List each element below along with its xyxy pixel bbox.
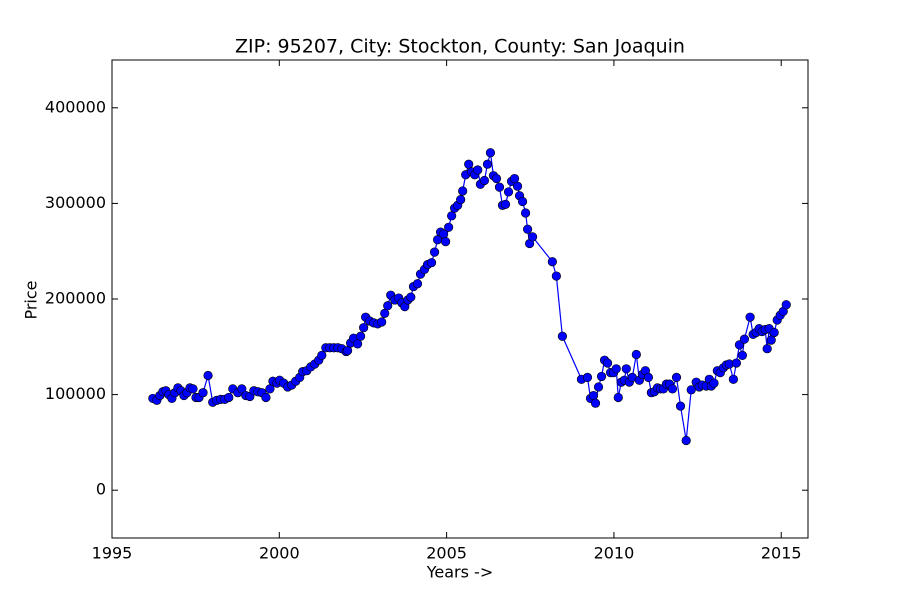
x-axis-label: Years -> (426, 563, 493, 582)
y-tick-label: 200000 (45, 289, 106, 308)
point (582, 372, 593, 382)
y-tick-label: 0 (96, 480, 106, 499)
point (522, 224, 533, 234)
point (745, 312, 755, 322)
point (593, 382, 604, 392)
x-tick-label: 1995 (92, 544, 133, 563)
point (353, 339, 363, 349)
point (456, 194, 466, 205)
point (237, 384, 247, 394)
point (631, 349, 641, 360)
point (429, 247, 440, 257)
point (737, 350, 748, 361)
point (766, 335, 776, 345)
point (473, 165, 483, 175)
x-tick-label: 2005 (426, 544, 467, 563)
point (509, 173, 520, 184)
point (491, 173, 502, 184)
point (709, 378, 719, 388)
x-tick-label: 2000 (259, 544, 300, 563)
chart-title: ZIP: 95207, City: Stockton, County: San … (235, 36, 685, 58)
point (224, 392, 234, 403)
point (596, 371, 607, 382)
point (681, 435, 691, 446)
point (426, 258, 437, 268)
point (667, 384, 678, 394)
point (762, 344, 772, 354)
point (590, 398, 601, 408)
point (686, 385, 696, 395)
point (383, 301, 393, 311)
point (588, 390, 599, 401)
point (447, 211, 457, 221)
point (482, 159, 493, 169)
y-axis-label: Price (22, 280, 41, 319)
point (621, 364, 631, 374)
point (203, 370, 213, 381)
point (643, 372, 653, 382)
point (520, 208, 531, 218)
point (494, 182, 505, 192)
point (500, 199, 511, 209)
point (613, 392, 623, 403)
point (261, 392, 271, 403)
point (485, 148, 496, 158)
point (602, 358, 613, 368)
point (444, 222, 454, 232)
point (557, 331, 567, 341)
point (356, 331, 366, 341)
point (503, 187, 514, 197)
x-tick-label: 2010 (594, 544, 635, 563)
plot-area (148, 148, 791, 446)
point (380, 308, 390, 318)
point (377, 317, 387, 327)
point (547, 257, 557, 267)
point (739, 334, 750, 344)
point (517, 196, 528, 207)
point (551, 271, 561, 281)
point (317, 350, 327, 361)
point (528, 232, 538, 242)
point (359, 323, 369, 333)
point (728, 374, 738, 384)
point (412, 279, 423, 289)
y-tick-label: 300000 (45, 193, 106, 212)
point (769, 327, 779, 338)
point (512, 181, 523, 191)
point (441, 237, 451, 247)
point (781, 300, 791, 310)
point (731, 358, 741, 368)
point (458, 186, 468, 196)
point (406, 292, 416, 302)
point (464, 159, 474, 169)
y-tick-label: 400000 (45, 97, 106, 116)
point (265, 384, 275, 394)
point (671, 372, 682, 382)
x-tick-label: 2015 (761, 544, 802, 563)
point (611, 364, 621, 374)
point (188, 384, 198, 394)
point (479, 175, 490, 186)
point (198, 388, 208, 398)
point (675, 401, 686, 411)
point (342, 346, 353, 356)
y-tick-label: 100000 (45, 384, 106, 403)
